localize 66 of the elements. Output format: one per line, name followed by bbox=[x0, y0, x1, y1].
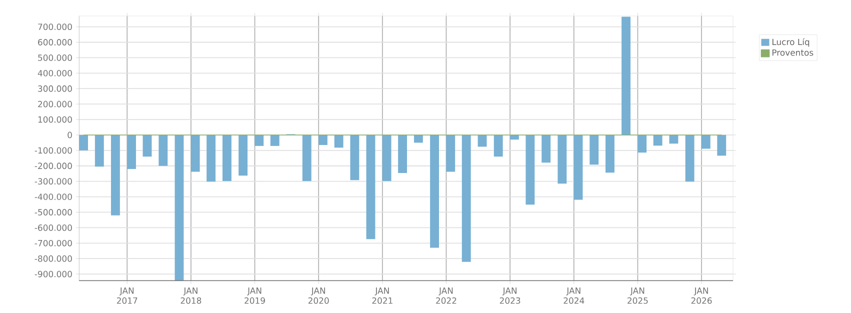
legend-label: Proventos bbox=[772, 49, 814, 56]
y-tick-label: 400.000 bbox=[38, 70, 72, 76]
bar bbox=[638, 134, 647, 153]
bar bbox=[127, 134, 136, 169]
y-tick-label: -100.000 bbox=[34, 147, 72, 154]
y-tick-label: 300.000 bbox=[38, 85, 72, 92]
y-tick-label: -200.000 bbox=[34, 162, 72, 170]
bar bbox=[79, 134, 88, 150]
x-tick-label: JAN 2020 bbox=[308, 288, 329, 304]
bar bbox=[606, 134, 614, 173]
bar bbox=[318, 134, 328, 146]
y-tick-label: 200.000 bbox=[38, 100, 72, 108]
bar bbox=[542, 134, 551, 163]
bar bbox=[414, 134, 423, 143]
y-tick-label: -800.000 bbox=[34, 255, 72, 262]
x-tick-label: JAN 2023 bbox=[500, 288, 520, 304]
bar bbox=[270, 134, 280, 146]
bar bbox=[94, 134, 104, 167]
bar bbox=[622, 16, 630, 135]
bar bbox=[110, 134, 120, 216]
bar bbox=[206, 134, 216, 182]
bar bbox=[462, 134, 471, 262]
y-tick-label: 500.000 bbox=[38, 54, 72, 61]
bar bbox=[158, 134, 168, 166]
bar bbox=[350, 134, 360, 180]
bar bbox=[222, 134, 232, 182]
x-tick-label: JAN 2022 bbox=[436, 288, 456, 304]
y-tick-label: 600.000 bbox=[38, 39, 72, 46]
y-tick-label: 100.000 bbox=[38, 116, 72, 123]
bar bbox=[574, 134, 583, 200]
x-tick-label: JAN 2024 bbox=[564, 288, 584, 304]
bar bbox=[334, 134, 344, 148]
x-tick-label: JAN 2018 bbox=[180, 288, 202, 304]
bar bbox=[174, 134, 184, 281]
y-tick-label: 700.000 bbox=[38, 24, 72, 30]
y-tick-label: -600.000 bbox=[34, 224, 72, 231]
y-tick-label: -400.000 bbox=[34, 194, 72, 200]
bar bbox=[526, 134, 535, 205]
bar bbox=[701, 134, 710, 149]
bar bbox=[398, 134, 407, 173]
bar bbox=[446, 134, 456, 172]
y-tick-label: -500.000 bbox=[34, 209, 72, 216]
bar bbox=[430, 134, 439, 248]
legend-label: Lucro Líq bbox=[772, 38, 810, 47]
bar bbox=[494, 134, 503, 157]
bar bbox=[382, 134, 392, 182]
bar bbox=[653, 134, 662, 146]
y-tick-label: -300.000 bbox=[34, 178, 72, 185]
x-tick-label: JAN 2017 bbox=[116, 288, 138, 304]
bar bbox=[238, 134, 248, 176]
y-tick-label: 0 bbox=[68, 132, 72, 138]
bar bbox=[590, 134, 599, 165]
y-tick-label: -900.000 bbox=[34, 270, 72, 278]
x-tick-label: JAN 2019 bbox=[244, 288, 265, 304]
bar bbox=[558, 134, 567, 184]
bar bbox=[366, 134, 376, 240]
x-tick-label: JAN 2025 bbox=[628, 288, 648, 304]
y-tick-label: -700.000 bbox=[34, 240, 72, 246]
bar bbox=[254, 134, 264, 146]
bar bbox=[302, 134, 312, 182]
x-tick-label: JAN 2021 bbox=[372, 288, 392, 304]
bar bbox=[142, 134, 152, 157]
x-tick-label: JAN 2026 bbox=[691, 288, 712, 304]
bar bbox=[685, 134, 694, 182]
bar bbox=[190, 134, 200, 172]
bar bbox=[717, 134, 726, 156]
